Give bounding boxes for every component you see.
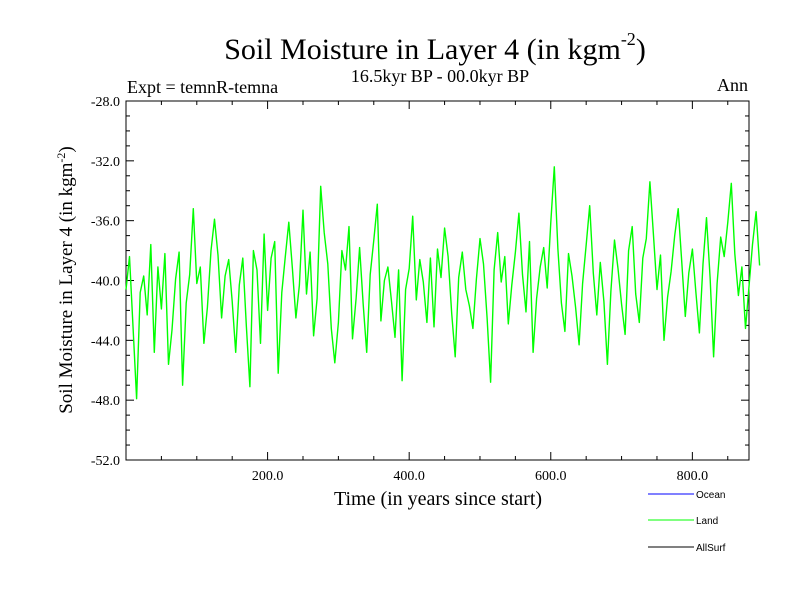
y-tick-label: -52.0 bbox=[91, 454, 120, 469]
x-axis-label: Time (in years since start) bbox=[334, 488, 542, 510]
legend-ocean-label: Ocean bbox=[696, 490, 725, 501]
tick-labels-layer: -28.0 -32.0 -36.0 -40.0 -44.0 -48.0 -52.0 200.0… bbox=[91, 95, 708, 484]
ticks-layer bbox=[126, 100, 749, 461]
legend: Ocean Land AllSurf bbox=[648, 490, 726, 554]
y-tick-label: -36.0 bbox=[91, 215, 120, 230]
series-line-land bbox=[125, 166, 761, 400]
x-tick-label: 400.0 bbox=[393, 469, 425, 484]
y-tick-label: -28.0 bbox=[91, 95, 120, 110]
y-axis-label: Soil Moisture in Layer 4 (in kgm-2) bbox=[54, 146, 77, 414]
legend-land-label: Land bbox=[696, 516, 718, 527]
x-tick-label: 600.0 bbox=[535, 469, 567, 484]
x-tick-label: 800.0 bbox=[677, 469, 709, 484]
y-tick-label: -44.0 bbox=[91, 334, 120, 349]
y-tick-label: -32.0 bbox=[91, 155, 120, 170]
experiment-label: Expt = temnR-temna bbox=[127, 77, 279, 97]
chart-subtitle: 16.5kyr BP - 00.0kyr BP bbox=[350, 66, 530, 86]
chart-title: Soil Moisture in Layer 4 (in kgm-2) bbox=[224, 29, 646, 66]
y-tick-label: -40.0 bbox=[91, 275, 120, 290]
series-layer bbox=[125, 166, 761, 400]
x-tick-label: 200.0 bbox=[252, 469, 284, 484]
season-label: Ann bbox=[717, 75, 748, 95]
y-tick-label: -48.0 bbox=[91, 394, 120, 409]
legend-allsurf-label: AllSurf bbox=[696, 543, 726, 554]
